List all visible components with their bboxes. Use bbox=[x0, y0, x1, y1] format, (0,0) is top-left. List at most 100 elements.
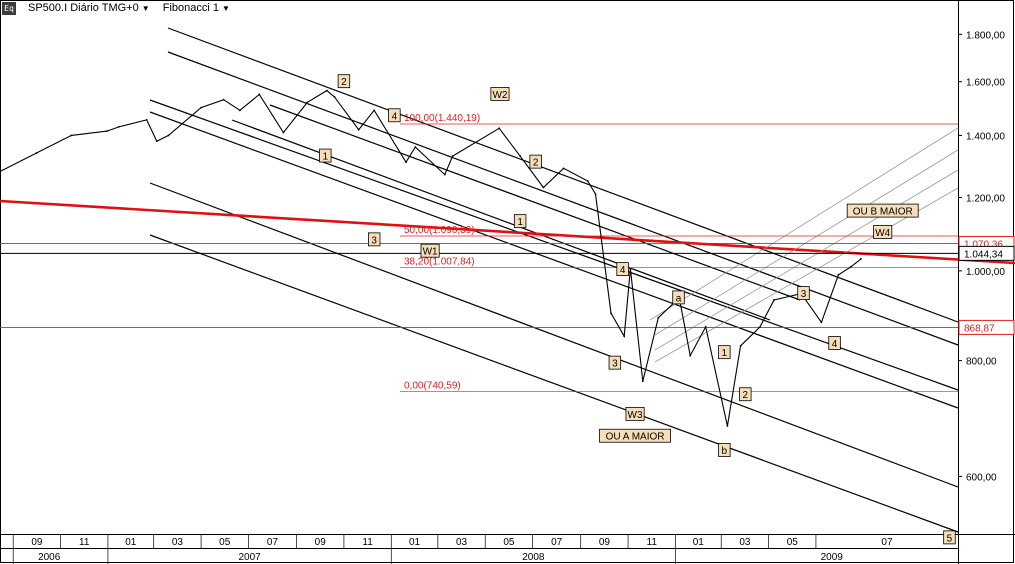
price-point bbox=[167, 134, 170, 137]
wave-label-box bbox=[420, 243, 440, 258]
price-point bbox=[689, 354, 692, 357]
wave-label: 5 bbox=[947, 533, 953, 544]
price-point bbox=[414, 146, 417, 148]
y-tick-label: 1.200,00 bbox=[966, 193, 1005, 204]
fib-level-label: 38,20(1.007,84) bbox=[404, 257, 475, 268]
wave-label-box bbox=[739, 387, 752, 402]
price-point bbox=[498, 127, 501, 130]
wave-label: W3 bbox=[628, 410, 643, 421]
x-month-label: 11 bbox=[647, 537, 658, 548]
wave-label-box bbox=[490, 87, 510, 101]
channel-line bbox=[149, 234, 959, 533]
wave-label: 4 bbox=[392, 111, 398, 122]
price-point bbox=[519, 155, 522, 157]
price-point bbox=[405, 161, 407, 164]
fan-line bbox=[654, 149, 959, 336]
fib-level-label: 0,00(740,59) bbox=[404, 381, 461, 392]
price-point bbox=[820, 321, 823, 324]
channel-line bbox=[149, 182, 959, 488]
wave-label: 1 bbox=[722, 348, 728, 359]
wave-label-box bbox=[608, 355, 622, 370]
price-point bbox=[641, 380, 644, 383]
channel-line bbox=[149, 111, 959, 409]
wave-label-box bbox=[513, 214, 527, 229]
wave-label: 3 bbox=[801, 289, 807, 300]
x-month-label: 05 bbox=[503, 537, 515, 548]
price-point bbox=[117, 125, 120, 128]
price-point bbox=[739, 344, 742, 347]
channel-line bbox=[149, 99, 959, 391]
wave-label-box bbox=[337, 74, 351, 89]
study-dropdown[interactable]: Fibonacci 1 ▼ bbox=[163, 2, 230, 14]
y-tick-label: 800,00 bbox=[966, 357, 997, 368]
x-year-label: 2009 bbox=[821, 552, 844, 563]
y-tick-label: 1.800,00 bbox=[966, 30, 1005, 41]
wave-label: W4 bbox=[875, 228, 890, 239]
x-month-label: 03 bbox=[739, 537, 751, 548]
wave-label: a bbox=[676, 293, 682, 304]
wave-label-box bbox=[367, 232, 381, 247]
wave-label: 3 bbox=[371, 235, 377, 246]
price-point bbox=[70, 134, 73, 137]
chart-header: SP500.I Diário TMG+0 ▼ Fibonacci 1 ▼ bbox=[28, 2, 230, 14]
wave-label: b bbox=[722, 446, 728, 457]
x-month-label: 01 bbox=[125, 537, 137, 548]
price-point bbox=[357, 128, 360, 131]
x-month-label: 03 bbox=[456, 537, 468, 548]
price-point bbox=[306, 101, 309, 104]
price-tag-label: 868,87 bbox=[964, 323, 995, 334]
price-tag-label: 1.044,34 bbox=[964, 249, 1003, 260]
wave-label-box bbox=[625, 406, 645, 421]
price-point bbox=[373, 109, 376, 112]
wave-label-box bbox=[828, 335, 841, 350]
wave-label-box bbox=[846, 203, 919, 218]
wave-label-box bbox=[319, 148, 332, 163]
x-year-label: 2006 bbox=[38, 552, 61, 563]
wave-label: 3 bbox=[612, 359, 618, 370]
price-point bbox=[562, 167, 565, 170]
wave-label: 2 bbox=[533, 158, 539, 169]
price-point bbox=[238, 109, 241, 112]
price-point bbox=[451, 155, 454, 157]
wave-label: W2 bbox=[492, 90, 507, 101]
price-point bbox=[333, 96, 336, 98]
price-point bbox=[657, 316, 660, 319]
price-point bbox=[837, 273, 840, 276]
x-year-label: 2007 bbox=[238, 552, 261, 563]
wave-label-box bbox=[797, 286, 810, 300]
price-point bbox=[282, 131, 285, 134]
y-tick-label: 1.400,00 bbox=[966, 131, 1005, 142]
price-tag-label: 1.070,36 bbox=[964, 239, 1003, 250]
wave-label-box bbox=[599, 428, 671, 443]
x-month-label: 07 bbox=[551, 537, 563, 548]
price-point bbox=[849, 265, 852, 268]
x-month-label: 03 bbox=[172, 537, 184, 548]
chart-settings-icon[interactable]: Eq bbox=[2, 2, 16, 15]
price-point bbox=[759, 325, 761, 328]
x-month-label: 07 bbox=[881, 537, 893, 548]
x-month-label: 11 bbox=[362, 537, 373, 548]
price-point bbox=[258, 93, 261, 96]
x-month-label: 01 bbox=[693, 537, 705, 548]
wave-label-box bbox=[529, 154, 542, 169]
x-month-label: 01 bbox=[409, 537, 421, 548]
wave-label: 2 bbox=[743, 390, 749, 401]
symbol-dropdown[interactable]: SP500.I Diário TMG+0 ▼ bbox=[28, 2, 153, 14]
fib-level-label: 100,00(1.440,19) bbox=[404, 113, 480, 124]
price-point bbox=[443, 173, 446, 176]
wave-label: 4 bbox=[832, 339, 838, 350]
price-point bbox=[200, 106, 202, 109]
wave-label-box bbox=[718, 345, 731, 360]
wave-label: W1 bbox=[423, 247, 438, 258]
price-point bbox=[35, 152, 38, 154]
price-point bbox=[586, 180, 589, 182]
wave-label-box bbox=[873, 225, 893, 239]
price-tag-box bbox=[958, 245, 1015, 261]
price-point bbox=[860, 258, 862, 260]
x-year-label: 2008 bbox=[522, 552, 545, 563]
wave-label-box bbox=[718, 443, 731, 457]
wave-label: OU A MAIOR bbox=[606, 432, 665, 443]
price-point bbox=[0, 170, 1, 173]
